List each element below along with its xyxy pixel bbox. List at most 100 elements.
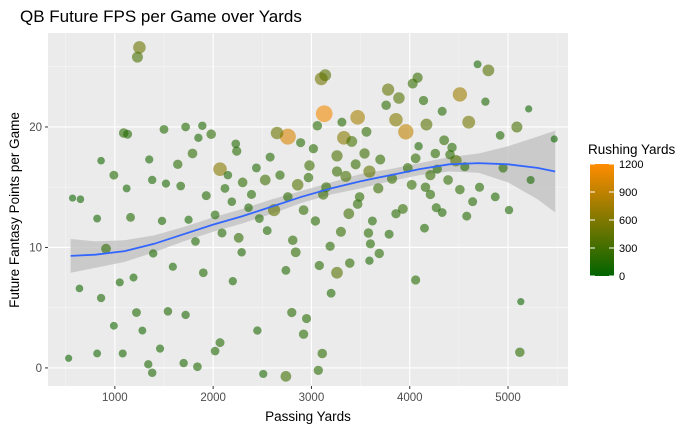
data-point [283,192,293,202]
data-point [220,183,230,193]
data-point [445,149,455,160]
data-point [173,159,183,170]
data-point [384,229,394,239]
data-point [93,214,102,223]
data-point [367,216,377,226]
data-point [233,232,244,243]
data-point [447,142,457,153]
x-axis-title: Passing Yards [265,409,351,424]
data-point [163,307,173,316]
data-point [157,216,167,226]
data-point [414,142,423,151]
data-point [473,60,482,69]
data-point [381,100,391,111]
data-point [210,346,220,356]
data-point [253,326,262,335]
data-point [391,209,401,219]
data-point [65,354,73,362]
data-point [296,138,306,148]
data-point [201,191,211,201]
smooth-line [70,162,556,257]
data-point [76,195,85,204]
data-point [244,203,253,212]
data-point [129,273,138,282]
data-point [181,122,190,132]
data-point [287,235,298,245]
data-point [303,172,314,183]
data-point [382,83,395,96]
data-point [179,358,188,368]
x-tick-label: 3000 [299,392,325,404]
data-point [232,146,242,156]
data-point [550,135,558,143]
data-point [373,183,384,194]
data-point [176,181,186,191]
data-point [350,110,365,125]
data-point [481,97,490,106]
data-point [363,165,376,178]
data-point [123,129,133,139]
data-point [101,243,111,254]
data-point [198,121,207,130]
data-point [75,284,84,293]
data-point [345,258,355,268]
y-axis-title: Future Fantasy Points per Game [7,112,22,308]
data-point [184,215,193,224]
data-point [525,105,533,113]
data-point [148,249,158,258]
data-point [365,256,374,265]
data-point [275,170,285,180]
data-point [259,174,271,186]
data-point [287,307,297,318]
data-point [191,237,200,246]
data-point [310,216,321,226]
data-point [279,128,296,145]
data-point [418,95,429,106]
data-point [259,369,268,379]
data-point [312,121,323,131]
data-point [193,362,202,372]
data-point [122,184,131,193]
data-point [406,179,417,190]
points [65,41,558,382]
chart-title: QB Future FPS per Game over Yards [20,7,302,26]
data-point [313,365,323,375]
data-point [217,228,227,238]
data-point [398,124,414,140]
data-point [227,197,237,206]
data-point [437,106,447,116]
data-point [262,226,272,236]
data-point [343,208,355,220]
data-point [291,179,304,191]
data-point [68,194,77,202]
data-point [280,371,292,382]
y-tick-label: 0 [36,363,42,375]
x-tick-label: 5000 [495,392,521,404]
data-point [265,152,275,162]
data-point [231,139,241,149]
data-point [504,205,514,215]
data-point [337,117,347,127]
data-point [308,144,319,154]
data-point [109,321,118,330]
data-point [526,175,535,185]
data-point [407,78,418,89]
data-point [439,135,450,146]
data-point [161,179,171,188]
data-point [194,133,203,143]
data-point [181,310,190,320]
data-point [425,189,436,200]
data-point [115,278,124,287]
data-point [462,115,476,129]
data-point [93,349,102,358]
data-point [361,126,372,137]
data-point [298,329,309,339]
legend-tick-label: 1200 [619,159,643,171]
data-point [147,368,157,378]
data-point [495,131,505,140]
x-tick-label: 2000 [200,392,226,404]
data-point [148,175,157,185]
data-point [298,205,309,216]
data-point [223,170,233,180]
data-point [326,288,336,298]
